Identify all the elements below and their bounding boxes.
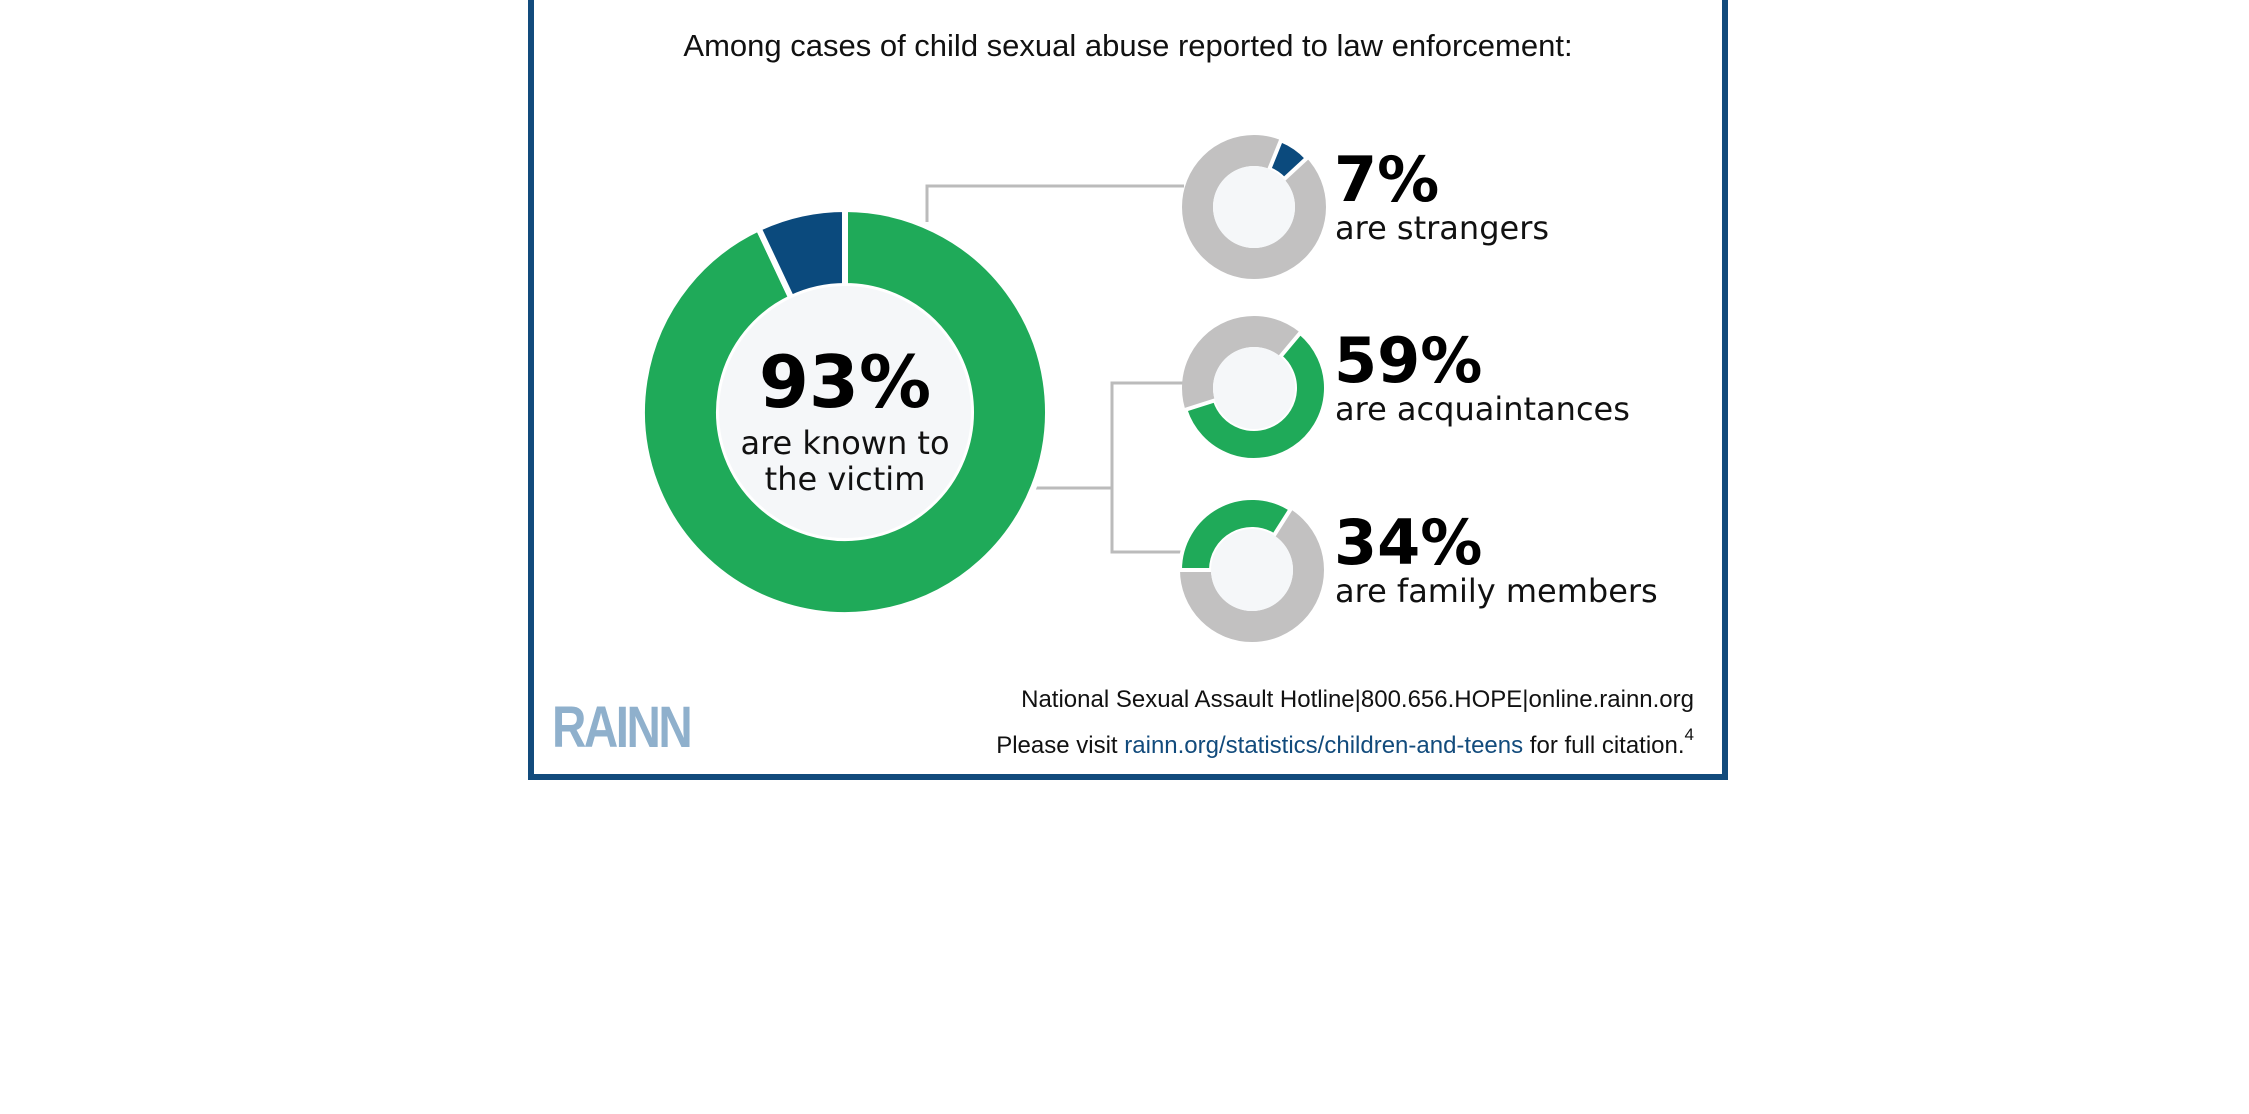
- main-donut-center: [719, 286, 971, 538]
- donuts: [639, 135, 1328, 642]
- citation-prefix: Please visit: [996, 732, 1118, 759]
- citation-line: Please visit rainn.org/statistics/childr…: [996, 725, 1694, 760]
- headline: Among cases of child sexual abuse report…: [683, 28, 1573, 63]
- citation-link[interactable]: rainn.org/statistics/children-and-teens: [1124, 732, 1524, 759]
- percent-acquaintances: 59%: [1334, 324, 1482, 397]
- main-percent: 93%: [759, 340, 931, 424]
- connector-lines: [925, 184, 1184, 554]
- label-family: are family members: [1335, 572, 1658, 610]
- main-label-line-1: are known to: [740, 424, 949, 462]
- label-strangers: are strangers: [1335, 209, 1549, 247]
- connector-acquaintances: [1022, 381, 1184, 490]
- connector-family: [1110, 488, 1184, 554]
- main-label-line-2: the victim: [765, 460, 926, 498]
- percent-strangers: 7%: [1334, 143, 1439, 216]
- donut-track-strangers: [1182, 135, 1326, 279]
- donut-center-family: [1211, 529, 1293, 611]
- connector-strangers: [925, 184, 1184, 222]
- rainn-logo: RAINN: [552, 695, 693, 760]
- donut-center-strangers: [1213, 166, 1295, 248]
- label-acquaintances: are acquaintances: [1335, 390, 1630, 428]
- donut-center-acquaintances: [1213, 347, 1295, 429]
- percent-family: 34%: [1334, 506, 1482, 579]
- footnote-marker: 4: [1684, 725, 1694, 744]
- hotline-line: National Sexual Assault Hotline|800.656.…: [1021, 686, 1694, 713]
- infographic-card: Among cases of child sexual abuse report…: [528, 0, 1728, 780]
- citation-suffix: for full citation.: [1529, 732, 1685, 759]
